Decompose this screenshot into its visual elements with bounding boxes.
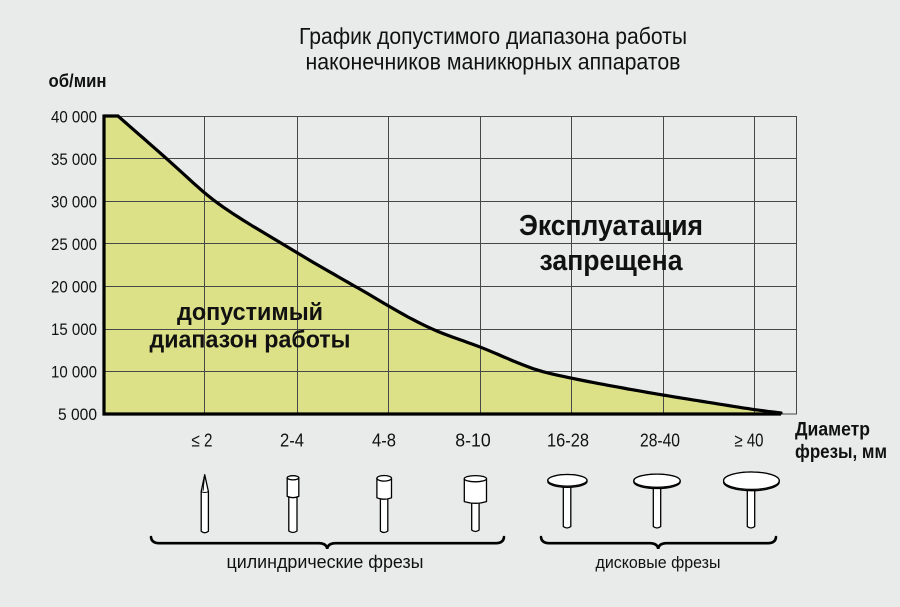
svg-text:Эксплуатация: Эксплуатация (519, 210, 703, 242)
svg-text:28-40: 28-40 (640, 430, 680, 451)
svg-text:цилиндрические фрезы: цилиндрические фрезы (227, 552, 424, 572)
svg-text:30 000: 30 000 (51, 193, 97, 212)
svg-text:≥ 40: ≥ 40 (735, 430, 764, 451)
svg-text:наконечников маникюрных аппара: наконечников маникюрных аппаратов (306, 49, 681, 75)
svg-text:25 000: 25 000 (51, 235, 97, 254)
svg-text:дисковые фрезы: дисковые фрезы (596, 553, 721, 572)
svg-text:диапазон работы: диапазон работы (150, 327, 351, 354)
svg-text:4-8: 4-8 (372, 430, 396, 451)
svg-text:5 000: 5 000 (58, 405, 97, 424)
svg-text:10 000: 10 000 (51, 363, 97, 382)
svg-text:≤ 2: ≤ 2 (192, 430, 213, 451)
svg-text:Диаметр: Диаметр (795, 420, 870, 441)
svg-text:2-4: 2-4 (280, 430, 304, 451)
svg-text:допустимый: допустимый (177, 299, 323, 326)
svg-text:15 000: 15 000 (51, 320, 97, 339)
svg-text:8-10: 8-10 (455, 430, 491, 451)
svg-text:16-28: 16-28 (547, 430, 589, 451)
svg-text:График допустимого диапазона р: График допустимого диапазона работы (299, 23, 687, 49)
svg-text:20 000: 20 000 (51, 278, 97, 297)
svg-text:об/мин: об/мин (49, 70, 107, 91)
svg-text:35 000: 35 000 (51, 150, 97, 169)
svg-text:фрезы, мм: фрезы, мм (795, 442, 887, 463)
svg-text:запрещена: запрещена (540, 245, 684, 277)
svg-text:40 000: 40 000 (51, 108, 97, 127)
